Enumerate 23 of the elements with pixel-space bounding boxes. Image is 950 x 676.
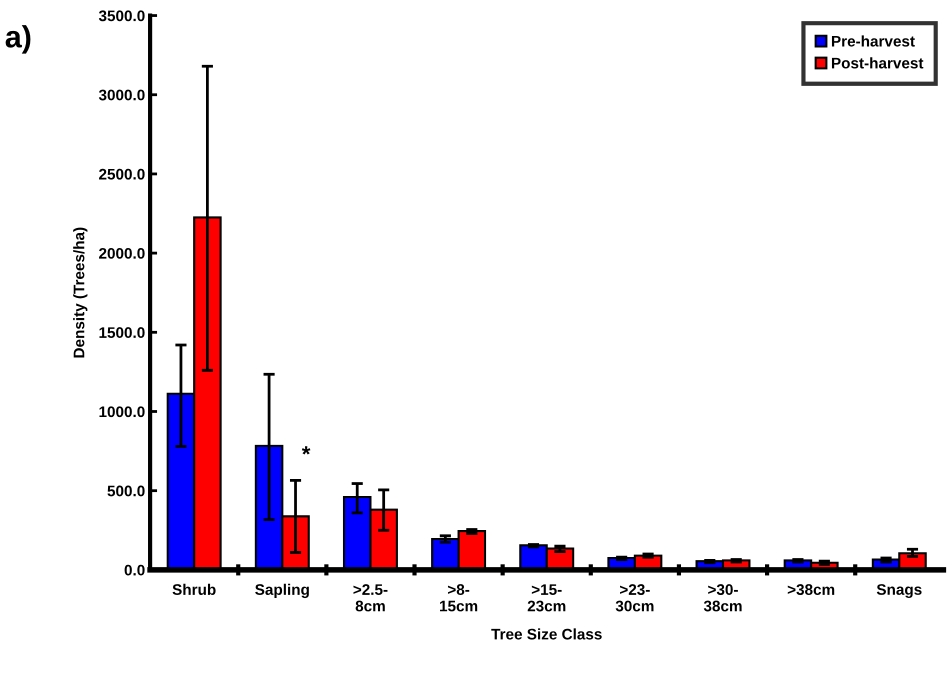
- legend-label: Pre-harvest: [832, 35, 915, 47]
- x-tick-label: >23- 30cm: [616, 584, 654, 612]
- y-tick-label: 2000.0: [99, 248, 145, 259]
- chart-title: a): [6, 25, 30, 54]
- y-tick-label: 500.0: [107, 486, 145, 496]
- x-tick-label: >38cm: [788, 584, 834, 595]
- y-tick-label: 1000.0: [99, 406, 145, 418]
- x-tick-label: >15- 23cm: [528, 584, 566, 612]
- x-tick-label: Shrub: [172, 584, 216, 595]
- x-tick-label: Sapling: [255, 584, 309, 598]
- legend-label: Post-harvest: [832, 57, 924, 69]
- annotation: *: [302, 446, 310, 455]
- y-tick-label: 3500.0: [98, 10, 145, 22]
- x-tick-label: >30- 38cm: [704, 584, 742, 612]
- y-tick-label: 1500.0: [99, 327, 145, 338]
- y-tick-label: 0.0: [124, 564, 145, 576]
- x-tick-label: >2.5- 8cm: [353, 584, 388, 612]
- x-axis-title: Tree Size Class: [491, 628, 602, 640]
- x-tick-label: >8- 15cm: [440, 584, 478, 612]
- x-tick-label: Snags: [876, 584, 922, 598]
- y-tick-label: 3000.0: [98, 90, 145, 100]
- y-tick-label: 2500.0: [99, 168, 145, 180]
- y-axis-title: Density (Trees/ha): [73, 228, 88, 358]
